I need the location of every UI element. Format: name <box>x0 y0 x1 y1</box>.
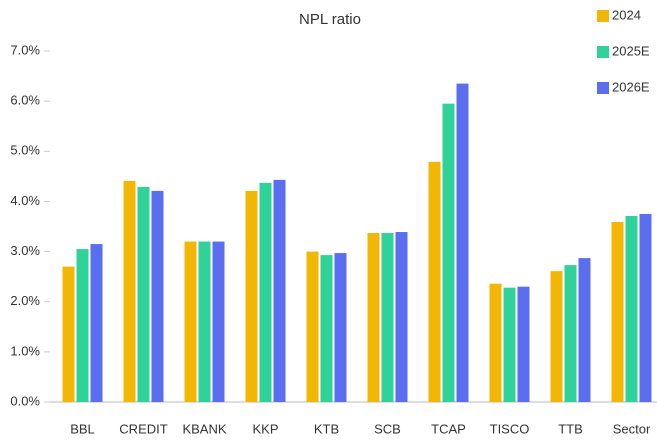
bar <box>489 283 502 402</box>
bar <box>611 221 624 402</box>
y-tick-label: 6.0% <box>10 93 40 108</box>
bar <box>578 258 591 402</box>
bar <box>456 83 469 402</box>
bar <box>245 190 258 402</box>
bar <box>381 233 394 402</box>
bar <box>395 232 408 402</box>
legend-swatch <box>597 46 609 58</box>
bar <box>273 179 286 402</box>
x-tick-label: Sector <box>613 421 651 436</box>
bar <box>320 255 333 402</box>
bar <box>517 286 530 402</box>
bar <box>503 287 516 402</box>
x-tick-label: KTB <box>314 421 339 436</box>
y-tick-label: 7.0% <box>10 42 40 57</box>
bar <box>62 266 75 402</box>
bar <box>334 253 347 402</box>
bar <box>428 161 441 402</box>
bar <box>212 241 225 402</box>
x-tick-label: TTB <box>558 421 583 436</box>
y-tick-label: 2.0% <box>10 293 40 308</box>
bar <box>639 213 652 402</box>
x-tick-label: BBL <box>70 421 95 436</box>
y-tick-label: 1.0% <box>10 343 40 358</box>
bar <box>367 233 380 402</box>
x-tick-label: KBANK <box>182 421 226 436</box>
y-tick-label: 4.0% <box>10 193 40 208</box>
bar <box>123 180 136 402</box>
bar <box>90 244 103 402</box>
bar <box>625 215 638 402</box>
legend-label: 2025E <box>612 43 650 58</box>
bar <box>198 241 211 402</box>
bar <box>184 241 197 402</box>
legend-swatch <box>597 82 609 94</box>
x-tick-label: KKP <box>252 421 278 436</box>
legend-swatch <box>597 10 609 22</box>
bar <box>564 265 577 402</box>
x-tick-label: SCB <box>374 421 401 436</box>
bar <box>306 251 319 402</box>
bar <box>442 103 455 403</box>
bar <box>137 186 150 402</box>
bar <box>259 182 272 402</box>
x-tick-label: CREDIT <box>119 421 167 436</box>
chart-title: NPL ratio <box>299 11 361 28</box>
x-tick-label: TCAP <box>431 421 466 436</box>
x-tick-label: TISCO <box>490 421 530 436</box>
legend-label: 2024 <box>612 7 641 22</box>
bar <box>550 271 563 402</box>
bar <box>151 190 164 402</box>
y-tick-label: 0.0% <box>10 393 40 408</box>
bar <box>76 249 89 402</box>
y-tick-label: 3.0% <box>10 243 40 258</box>
legend-label: 2026E <box>612 79 650 94</box>
y-tick-label: 5.0% <box>10 143 40 158</box>
